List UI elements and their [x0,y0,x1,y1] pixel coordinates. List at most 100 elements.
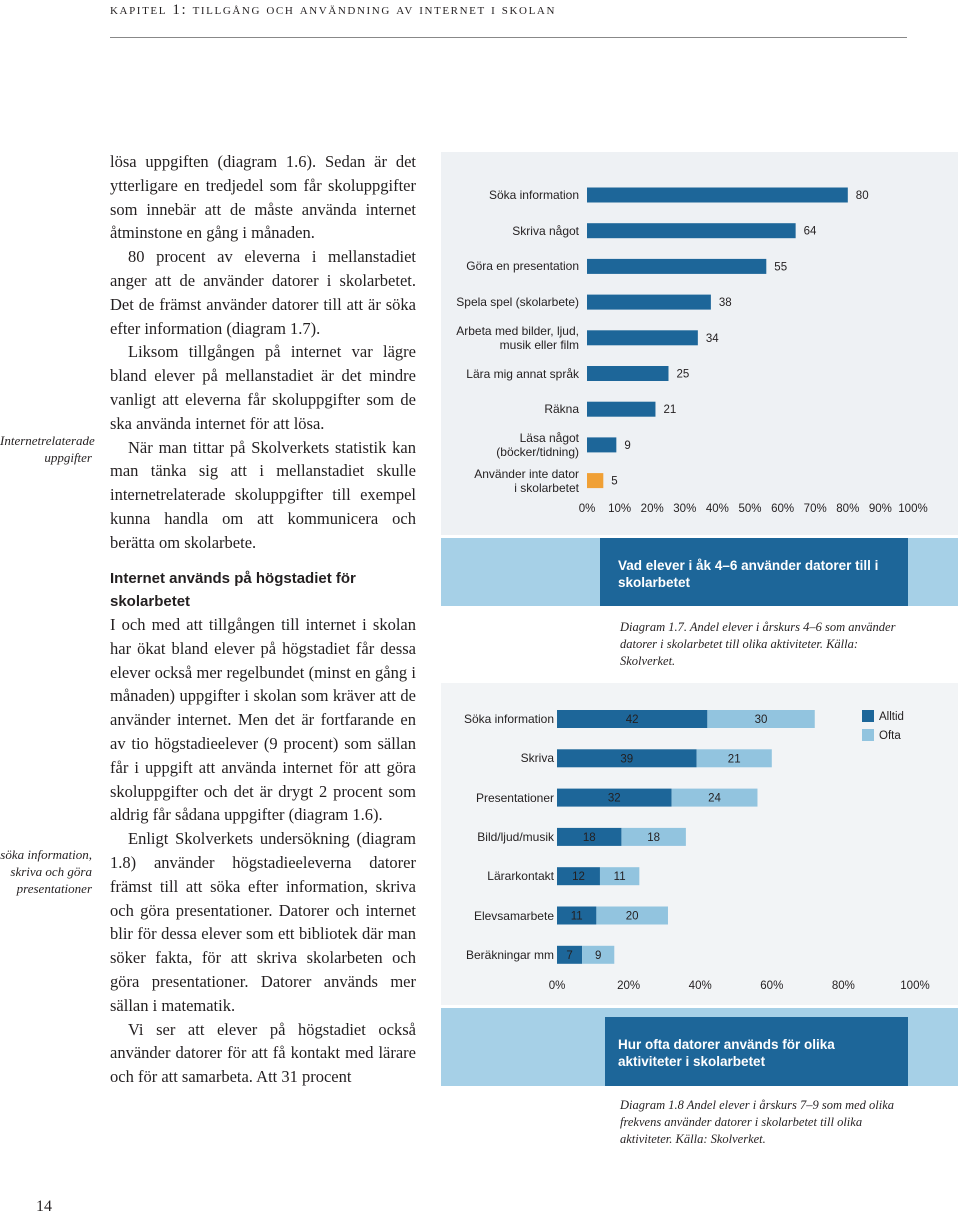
value-label: 80 [856,190,869,202]
value-label: 18 [647,832,660,844]
chart-caption: Diagram 1.7. Andel elever i årskurs 4–6 … [620,620,896,668]
legend-swatch [862,729,874,741]
legend-swatch [862,710,874,722]
x-tick-label: 20% [617,980,640,992]
text-column: Internet används på högstadiet för skola… [110,567,416,1089]
margin-note: söka information, skriva och göra presen… [0,847,92,896]
category-label: Läsa något (böcker/tidning) [496,430,579,459]
x-tick-label: 70% [804,503,827,515]
paragraph: Vi ser att elever på högstadiet också an… [110,1019,416,1087]
legend-label: Ofta [879,730,901,742]
bar [587,366,669,381]
x-tick-label: 10% [608,503,631,515]
x-tick-label: 0% [579,503,596,515]
value-label: 24 [708,793,721,805]
value-label: 12 [572,871,585,883]
paragraph: Enligt Skolverkets undersökning (diagram… [110,829,416,1015]
value-label: 39 [620,753,633,765]
paragraph: lösa uppgiften (diagram 1.6). Sedan är d… [110,152,416,243]
category-label: Lära mig annat språk [466,366,579,381]
bar [587,294,711,310]
bar-segment [582,945,615,964]
header-rule [110,37,907,38]
value-label: 11 [571,911,583,923]
x-tick-label: 100% [898,503,927,515]
value-label: 20 [626,911,639,923]
value-label: 25 [677,369,690,381]
value-label: 30 [755,714,768,726]
x-tick-label: 60% [760,980,783,992]
bar-segment [557,710,708,728]
category-label: Presentationer [475,790,554,805]
paragraph: Liksom tillgången på internet var lägre … [110,342,416,433]
chart-panel [441,152,958,535]
x-tick-label: 0% [549,980,566,992]
category-label: Elevsamarbete [473,908,554,923]
bar-segment [621,827,686,846]
page-number: 14 [36,1198,52,1215]
category-label: Skriva något [512,223,579,238]
bar-segment [696,749,772,768]
x-tick-label: 40% [689,980,712,992]
bar-segment [557,906,597,925]
value-label: 42 [626,714,639,726]
bar [587,258,767,274]
bar-segment [599,867,640,886]
bar-segment [671,788,758,807]
x-tick-label: 30% [673,503,696,515]
x-tick-label: 100% [900,980,929,992]
category-label: Göra en presentation [466,259,579,274]
x-tick-label: 40% [706,503,729,515]
bar-segment [557,749,697,768]
value-label: 21 [728,753,741,765]
bar-segment [557,827,622,846]
section-heading: Internet används på högstadiet för skola… [110,570,356,610]
value-label: 38 [719,297,732,309]
bar [587,473,604,489]
x-tick-label: 80% [832,980,855,992]
x-tick-label: 90% [869,503,892,515]
bar-segment [557,788,672,807]
paragraph: I och med att tillgången till internet i… [110,615,416,825]
value-label: 5 [611,476,617,488]
value-label: 18 [583,832,596,844]
paragraph: 80 procent av eleverna i mellanstadiet a… [110,247,416,338]
title-box [605,1017,908,1086]
bar-segment [596,906,668,925]
x-tick-label: 80% [836,503,859,515]
value-label: 7 [566,950,572,962]
category-label: Beräkningar mm [465,947,554,962]
x-tick-label: 60% [771,503,794,515]
value-label: 21 [663,404,676,416]
legend-label: Alltid [879,711,904,723]
category-label: Söka information [488,188,579,202]
value-label: 64 [804,226,817,238]
category-label: Räkna [544,402,579,417]
bar-segment [557,867,600,886]
value-label: 34 [706,333,719,345]
category-label: Söka information [463,712,554,726]
value-label: 9 [624,440,630,452]
category-label: Spela spel (skolarbete) [456,295,579,310]
category-label: Skriva [520,751,554,766]
value-label: 55 [774,261,787,273]
value-label: 9 [595,950,601,962]
category-label: Använder inte dator i skolarbetet [474,466,579,495]
chart-title: Vad elever i åk 4–6 använder datorer til… [618,558,879,590]
bar-segment [557,945,583,964]
bar [587,330,698,346]
bar-segment [707,710,815,728]
bar [587,187,848,203]
category-label: Bild/ljud/musik [477,829,554,844]
paragraph: När man tittar på Skolverkets statistik … [110,437,416,552]
bar [587,223,796,239]
title-box [600,538,908,606]
text-column: lösa uppgiften (diagram 1.6). Sedan är d… [110,150,416,555]
bar [587,437,617,453]
value-label: 11 [614,871,626,883]
x-tick-label: 50% [738,503,761,515]
category-label: Arbeta med bilder, ljud, musik eller fil… [456,323,579,352]
chart-caption: Diagram 1.8 Andel elever i årskurs 7–9 s… [620,1098,895,1146]
